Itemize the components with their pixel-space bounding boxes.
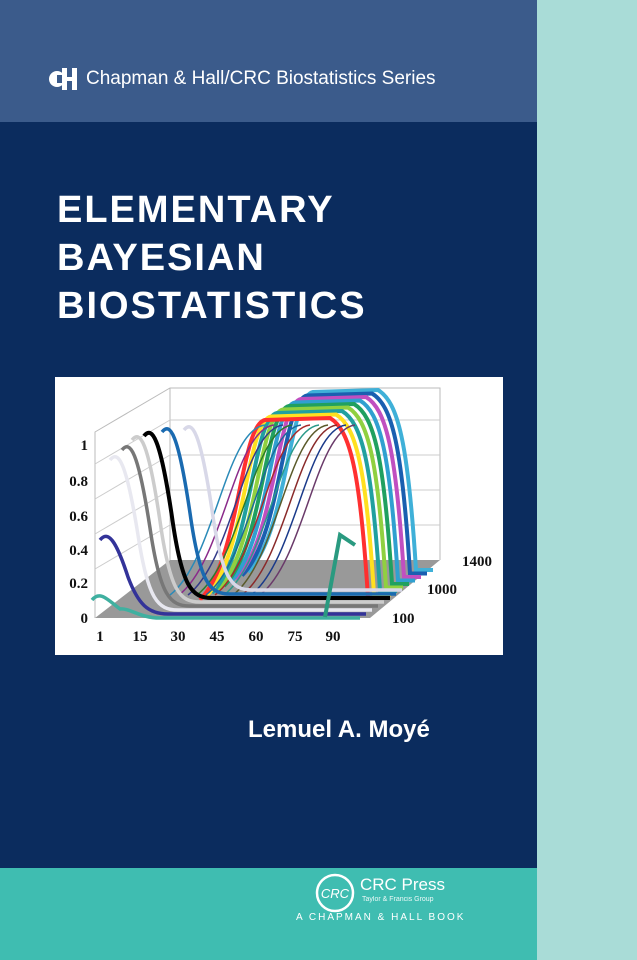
rising-curve	[232, 424, 329, 596]
y-tick: 0.2	[69, 576, 88, 592]
book-title: ELEMENTARY BAYESIAN BIOSTATISTICS	[57, 186, 367, 330]
rising-curve	[259, 424, 356, 596]
series-header: Chapman & Hall/CRC Biostatistics Series	[48, 66, 436, 92]
plateau-curve	[210, 408, 397, 595]
depth-tick: 1000	[427, 582, 457, 598]
x-tick: 60	[249, 629, 264, 645]
y-ticks: 1 0.8 0.6 0.4 0.2 0	[69, 438, 88, 627]
peaked-curve	[130, 435, 384, 604]
rising-curve	[250, 424, 347, 596]
peaked-curve	[108, 455, 372, 612]
chapman-hall-logo	[49, 68, 77, 90]
gridline	[94, 524, 171, 570]
series-label: Chapman & Hall/CRC Biostatistics Series	[86, 68, 436, 89]
plateau-curve	[216, 405, 403, 591]
plateau-curve	[222, 401, 409, 588]
svg-text:CRC: CRC	[321, 886, 350, 901]
peaked-curve	[120, 445, 378, 608]
depth-ticks: 1400 1000 100	[392, 554, 492, 627]
title-line: BIOSTATISTICS	[57, 285, 367, 327]
figure-curves	[90, 387, 433, 620]
x-tick: 30	[171, 629, 186, 645]
peaked-curve	[182, 425, 402, 592]
cover-figure-svg: 1 0.8 0.6 0.4 0.2 0 1 15 30 45 60 75 90 …	[69, 387, 492, 645]
y-tick: 0.6	[69, 509, 88, 525]
gridline	[94, 419, 171, 465]
title-line: BAYESIAN	[57, 237, 266, 279]
peaked-curve	[160, 427, 396, 596]
publisher-name: CRC Press	[360, 875, 446, 894]
series-band: Chapman & Hall/CRC Biostatistics Series	[0, 0, 537, 122]
peaked-curve	[142, 430, 390, 600]
plateau-curve	[246, 387, 433, 574]
publisher-imprint: A CHAPMAN & HALL BOOK	[296, 912, 466, 923]
x-ticks: 1 15 30 45 60 75 90	[96, 629, 340, 645]
y-tick: 0.8	[69, 474, 88, 490]
plateau-curve	[228, 398, 415, 584]
gridline	[94, 454, 171, 500]
side-strip	[537, 0, 637, 960]
plateau-curve	[234, 394, 421, 581]
crc-logo: CRC	[315, 873, 355, 913]
rising-curve	[223, 424, 320, 596]
author-name: Lemuel A. Moyé	[248, 716, 430, 743]
x-tick: 1	[96, 629, 104, 645]
plateau-curve	[240, 391, 427, 577]
rising-curve	[205, 424, 302, 596]
x-tick: 90	[326, 629, 341, 645]
plateau-curve	[204, 412, 391, 598]
publisher-group: Taylor & Francis Group	[362, 896, 434, 903]
publisher-band	[0, 868, 537, 960]
y-tick: 1	[81, 438, 89, 454]
x-tick: 45	[210, 629, 225, 645]
rising-curve	[178, 424, 275, 596]
x-tick: 15	[133, 629, 148, 645]
plateau-curve	[198, 415, 385, 602]
peaked-curve	[90, 594, 360, 620]
cover-figure: 1 0.8 0.6 0.4 0.2 0 1 15 30 45 60 75 90 …	[55, 377, 503, 655]
rising-curve	[196, 424, 293, 596]
y-tick: 0.4	[69, 543, 88, 559]
y-tick: 0	[81, 611, 89, 627]
spike-curve	[323, 531, 357, 618]
depth-tick: 100	[392, 611, 415, 627]
rising-curve	[241, 424, 338, 596]
title-line: ELEMENTARY	[57, 189, 335, 231]
x-tick: 75	[288, 629, 303, 645]
peaked-curve	[98, 534, 366, 616]
depth-tick: 1400	[462, 554, 492, 570]
